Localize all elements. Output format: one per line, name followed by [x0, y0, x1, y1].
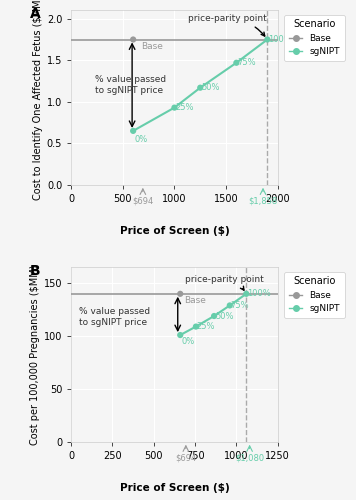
Y-axis label: Cost to Identify One Affected Fetus ($MM): Cost to Identify One Affected Fetus ($MM… [33, 0, 43, 200]
Text: $1,858: $1,858 [248, 196, 278, 205]
Point [172, 104, 177, 112]
Text: % value passed
to sgNIPT price: % value passed to sgNIPT price [79, 308, 150, 327]
Text: $694: $694 [175, 453, 197, 462]
Point [244, 290, 249, 298]
Point [197, 84, 203, 92]
Text: A: A [30, 7, 41, 21]
Text: 25%: 25% [197, 322, 215, 331]
Text: 75%: 75% [237, 58, 256, 68]
Legend: Base, sgNIPT: Base, sgNIPT [284, 15, 345, 61]
X-axis label: Price of Screen ($): Price of Screen ($) [120, 226, 229, 236]
Point [130, 127, 136, 135]
Text: price-parity point: price-parity point [188, 14, 267, 36]
Text: 25%: 25% [176, 103, 194, 112]
Y-axis label: Cost per 100,000 Pregnancies ($MM): Cost per 100,000 Pregnancies ($MM) [30, 264, 40, 445]
X-axis label: Price of Screen ($): Price of Screen ($) [120, 483, 229, 493]
Text: 0%: 0% [134, 135, 147, 144]
Text: Base: Base [184, 296, 206, 305]
Text: 75%: 75% [231, 301, 249, 310]
Point [130, 36, 136, 44]
Point [265, 36, 270, 44]
Point [177, 331, 183, 339]
Text: price-parity point: price-parity point [185, 275, 264, 290]
Text: 50%: 50% [201, 83, 220, 92]
Text: 50%: 50% [215, 312, 234, 320]
Text: B: B [30, 264, 41, 278]
Text: % value passed
to sgNIPT price: % value passed to sgNIPT price [95, 76, 166, 95]
Legend: Base, sgNIPT: Base, sgNIPT [284, 272, 345, 318]
Point [227, 302, 232, 310]
Text: 100%: 100% [268, 35, 292, 44]
Text: 100%: 100% [247, 290, 271, 298]
Point [177, 290, 183, 298]
Text: $694: $694 [132, 196, 153, 205]
Point [193, 322, 199, 330]
Text: $1,080: $1,080 [235, 453, 264, 462]
Text: 0%: 0% [181, 337, 194, 346]
Text: Base: Base [141, 42, 163, 51]
Point [234, 59, 239, 67]
Point [211, 312, 217, 320]
